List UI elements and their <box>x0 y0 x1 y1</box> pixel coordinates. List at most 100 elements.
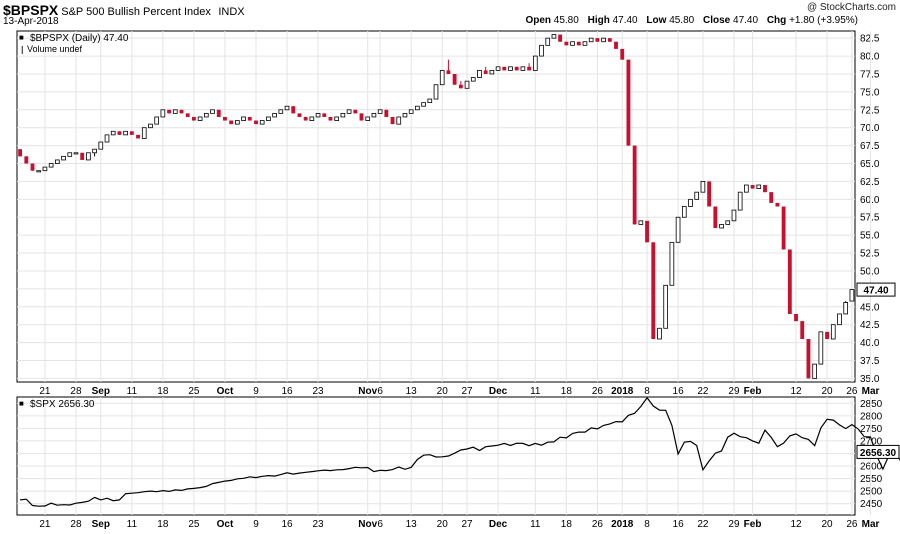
bpspx-panel: 35.037.540.042.545.047.550.052.555.057.5… <box>16 30 896 397</box>
candle <box>235 120 240 125</box>
y-tick-label: 80.0 <box>860 52 880 63</box>
candle <box>626 59 631 146</box>
ohlc-readout: Open 45.80 High 47.40 Low 45.80 Close 47… <box>525 15 858 26</box>
x-tick-label: 20 <box>437 386 449 397</box>
candle <box>377 109 383 114</box>
candle <box>651 242 656 340</box>
candle <box>725 220 731 225</box>
candle <box>55 159 60 164</box>
y-tick-label: 45.0 <box>860 302 880 313</box>
x-tick-label: 11 <box>127 519 138 530</box>
candle <box>309 116 315 121</box>
candle <box>750 185 755 189</box>
candle <box>24 156 29 164</box>
high-label: High <box>587 15 610 26</box>
candle <box>495 66 501 71</box>
candle <box>365 116 371 121</box>
x-tick-label: 8 <box>644 386 650 397</box>
candle <box>390 116 395 125</box>
y-tick-label: 37.5 <box>860 356 880 367</box>
candle <box>446 70 451 74</box>
candle <box>421 102 426 107</box>
candle <box>303 116 308 121</box>
x-tick-label: 27 <box>461 519 473 530</box>
candle <box>775 202 780 207</box>
x-tick-label: 25 <box>188 519 200 530</box>
x-tick-label: Sep <box>92 386 110 397</box>
candle <box>408 109 414 114</box>
candle <box>458 84 463 89</box>
candle <box>167 109 172 114</box>
y-tick-label: 67.5 <box>860 141 880 152</box>
x-tick-label: Dec <box>489 519 508 530</box>
candle <box>595 38 600 42</box>
y-tick-label: 2700 <box>860 436 883 447</box>
candle <box>117 131 122 135</box>
high-value: 47.40 <box>612 15 638 26</box>
candle <box>42 166 48 172</box>
spx-last-value-badge <box>856 444 900 459</box>
spx-last-value-label: 2656.30 <box>860 448 897 459</box>
x-tick-label: 27 <box>461 386 473 397</box>
y-tick-label: 72.5 <box>860 105 880 116</box>
candle <box>396 116 402 125</box>
candle <box>353 109 358 114</box>
candle <box>439 69 445 86</box>
symbol: $BPSPX <box>3 2 59 18</box>
candle <box>825 331 829 340</box>
x-tick-label: 26 <box>846 519 858 530</box>
candle <box>477 69 482 78</box>
x-tick-label: 20 <box>822 386 834 397</box>
x-tick-label: 22 <box>697 519 709 530</box>
volume-legend-icon: ❙ <box>19 45 26 54</box>
candle <box>123 130 128 136</box>
candle <box>756 184 762 189</box>
candle <box>558 34 563 42</box>
candle <box>812 363 817 379</box>
candle <box>427 98 433 104</box>
y-tick-label: 2450 <box>860 499 883 510</box>
candle <box>241 116 246 121</box>
spx-panel: 2450250025502600265027002750280028502128… <box>16 396 900 530</box>
index-name: S&P 500 Bullish Percent Index <box>61 6 211 18</box>
brand-link[interactable]: @ StockCharts.com <box>806 2 896 13</box>
candle <box>800 321 805 340</box>
spx-line <box>20 396 900 507</box>
low-label: Low <box>646 15 667 26</box>
candle <box>48 163 54 168</box>
y-tick-label: 2500 <box>860 487 883 498</box>
candle <box>700 181 706 193</box>
y-tick-label: 75.0 <box>860 87 880 98</box>
x-tick-label: Feb <box>744 386 762 397</box>
candle <box>197 116 203 121</box>
candle <box>86 152 91 161</box>
candle <box>30 163 35 171</box>
candle <box>402 112 408 118</box>
candle <box>254 120 258 125</box>
candle <box>92 148 97 154</box>
x-tick-label: 18 <box>561 386 573 397</box>
y-tick-label: 2850 <box>860 399 883 410</box>
candle <box>731 209 737 222</box>
x-tick-label: 26 <box>846 386 858 397</box>
candle <box>837 313 842 326</box>
series-legend-icon: ■ <box>19 33 24 42</box>
candle <box>582 41 588 46</box>
x-tick-label: Feb <box>744 519 762 530</box>
y-tick-label: 60.0 <box>860 195 880 206</box>
candle <box>191 116 196 121</box>
candle <box>601 37 606 43</box>
candle <box>588 37 594 43</box>
x-tick-label: 18 <box>561 519 573 530</box>
x-tick-label: 13 <box>406 386 418 397</box>
candle <box>229 120 234 125</box>
x-tick-label: Dec <box>489 386 508 397</box>
candle <box>663 284 668 329</box>
x-tick-label: 20 <box>437 519 449 530</box>
candle <box>675 216 681 243</box>
x-tick-label: 6 <box>377 386 383 397</box>
x-tick-label: Mar <box>862 386 880 397</box>
candle <box>210 109 215 114</box>
spx-legend-label: $SPX 2656.30 <box>30 399 95 410</box>
candle <box>433 84 439 100</box>
